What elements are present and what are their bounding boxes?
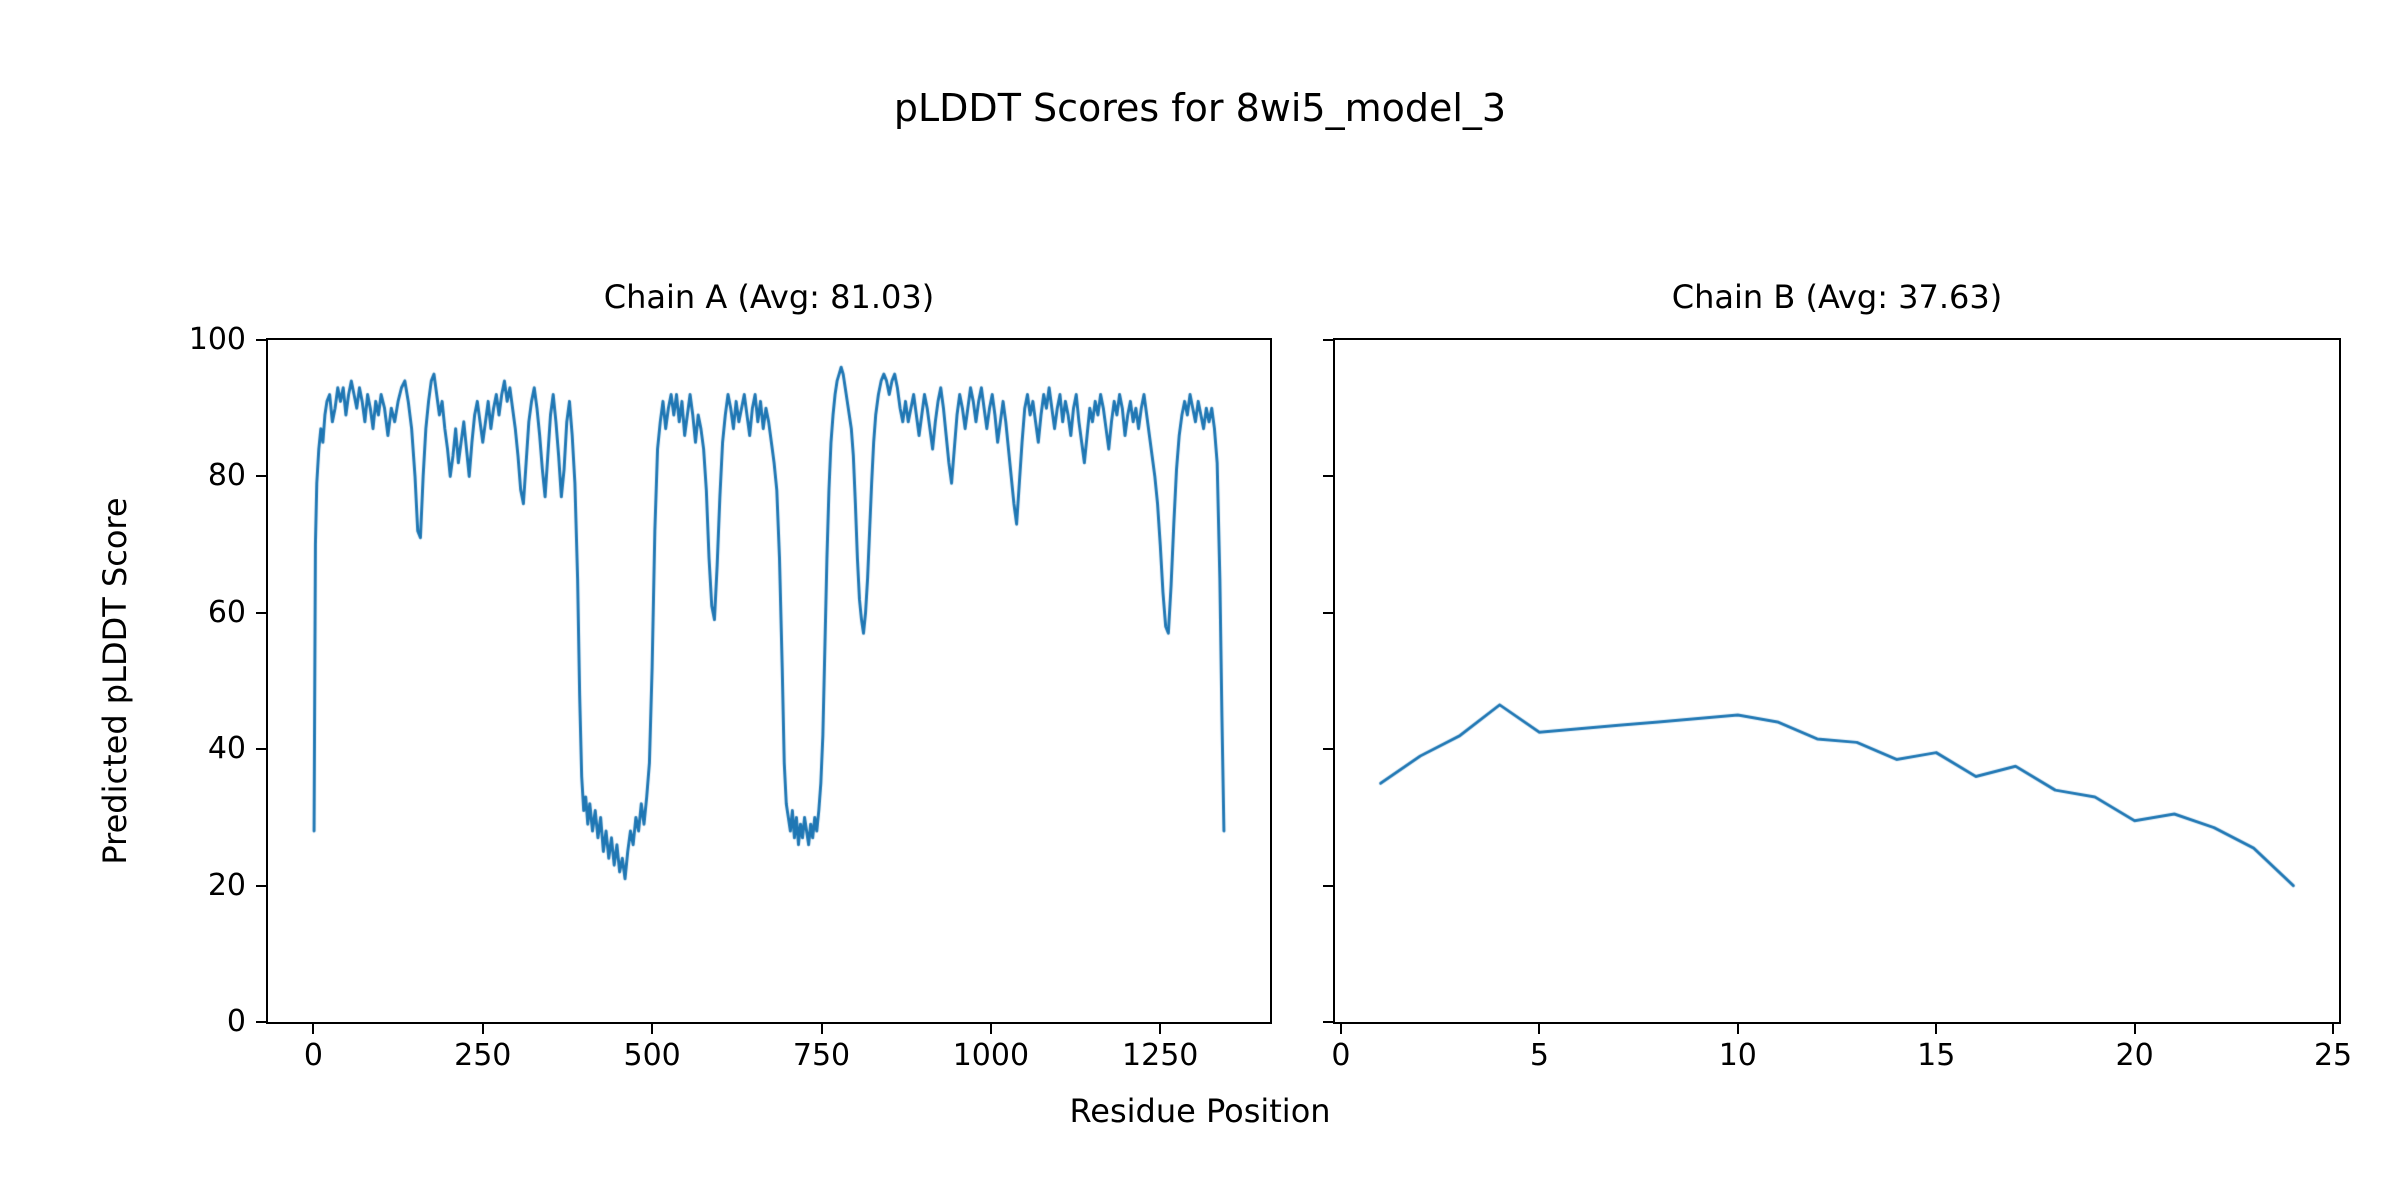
chain-a-y-tick-mark — [256, 475, 266, 478]
chain-a-y-tick-label: 0 — [226, 1004, 246, 1039]
chain-a-x-tick-mark — [1159, 1024, 1162, 1034]
y-axis-label: Predicted pLDDT Score — [96, 497, 134, 865]
chain-b-y-tick-mark — [1323, 339, 1333, 341]
chain-b-y-tick-mark — [1323, 748, 1333, 751]
chain-b-x-tick-label: 5 — [1529, 1038, 1549, 1073]
chain-b-x-tick-label: 0 — [1331, 1038, 1351, 1073]
chain-a-x-tick-mark — [820, 1024, 823, 1034]
chain-a-subplot-title: Chain A (Avg: 81.03) — [603, 278, 935, 316]
chain-a-x-tick-mark — [481, 1024, 484, 1034]
chain-a-x-tick-label: 500 — [623, 1038, 681, 1073]
chain-a-y-tick-label: 20 — [207, 867, 246, 903]
chain-a-line-plot — [268, 340, 1270, 1022]
chain-b-x-tick-label: 15 — [1917, 1038, 1956, 1073]
chain-b-x-tick-mark — [1935, 1024, 1938, 1034]
chain-a-x-tick-label: 250 — [454, 1038, 512, 1073]
chain-a-x-tick-label: 0 — [303, 1038, 323, 1073]
chain-b-x-tick-mark — [1339, 1024, 1342, 1034]
chain-a-y-tick-mark — [256, 884, 266, 887]
chain-b-line-plot — [1335, 340, 2339, 1022]
chain-a-y-tick-mark — [256, 1021, 266, 1023]
chain-b-x-tick-mark — [1736, 1024, 1739, 1034]
chain-a-y-tick-label: 60 — [207, 594, 246, 630]
chain-b-x-tick-mark — [1538, 1024, 1541, 1034]
chain-a-y-tick-mark — [256, 339, 266, 341]
chain-a-y-tick-label: 80 — [207, 458, 246, 494]
chain-a-x-tick-mark — [989, 1024, 992, 1034]
figure-title: pLDDT Scores for 8wi5_model_3 — [893, 86, 1507, 130]
chain-a-x-tick-mark — [651, 1024, 654, 1034]
chain-b-x-tick-label: 20 — [2115, 1038, 2154, 1073]
chain-b-subplot-title: Chain B (Avg: 37.63) — [1671, 278, 2003, 316]
chain-b-x-tick-label: 10 — [1718, 1038, 1757, 1073]
chain-b-y-tick-mark — [1323, 475, 1333, 478]
chain-b-x-tick-mark — [2332, 1024, 2335, 1034]
x-axis-label: Residue Position — [1069, 1092, 1331, 1130]
chain-a-y-tick-label: 40 — [207, 731, 246, 767]
chain-b-y-tick-mark — [1323, 1021, 1333, 1023]
chain-a-x-tick-label: 1000 — [952, 1038, 1030, 1073]
chain-a-x-tick-mark — [312, 1024, 315, 1034]
chain-a-y-tick-mark — [256, 611, 266, 614]
chain-a-y-tick-label: 100 — [188, 322, 246, 357]
chain-a-y-tick-mark — [256, 748, 266, 751]
chain-b-x-tick-mark — [2133, 1024, 2136, 1034]
chain-b-x-tick-label: 25 — [2313, 1038, 2353, 1073]
chain-a-x-tick-label: 750 — [792, 1038, 851, 1073]
chain-a-x-tick-label: 1250 — [1122, 1038, 1199, 1073]
chain-b-y-tick-mark — [1323, 884, 1333, 887]
chain-b-y-tick-mark — [1323, 611, 1333, 614]
